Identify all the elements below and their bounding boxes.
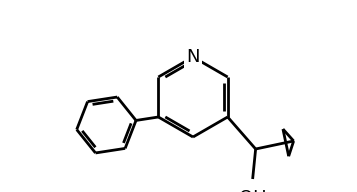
Text: N: N (186, 48, 200, 66)
Text: OH: OH (239, 189, 266, 192)
